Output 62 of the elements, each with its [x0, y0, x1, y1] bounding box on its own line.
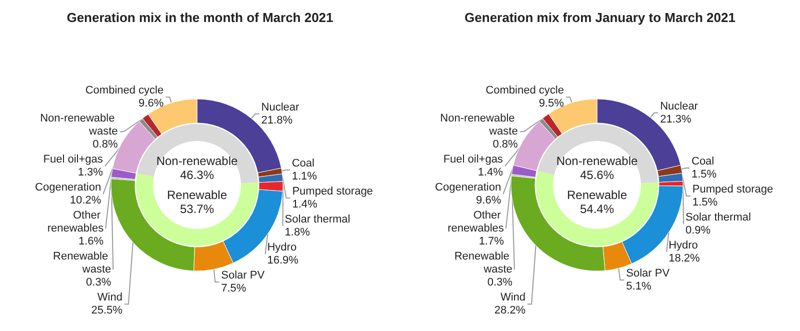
slice-label: Nuclear	[261, 101, 300, 114]
slice-label: Cogeneration	[35, 182, 102, 194]
slice-label: Renewable	[566, 188, 628, 202]
chart-title: Generation mix in the month of March 2021	[66, 10, 334, 25]
slice-label: Solar thermal	[284, 214, 350, 226]
slice-label: Renewable waste	[454, 250, 512, 276]
slice-label: Solar PV	[626, 268, 670, 280]
slice-label: Non-renewable	[556, 154, 638, 168]
data-label: 21.3%	[660, 113, 692, 126]
data-label: 54.4%	[580, 202, 614, 216]
data-label: 21.8%	[261, 114, 293, 126]
slice-label: Renewable	[166, 188, 228, 202]
data-label: 1.6%	[78, 236, 104, 248]
slice-label: Combined cycle	[85, 84, 164, 97]
slice-label: Hydro	[267, 242, 297, 254]
slice-label: Combined cycle	[486, 84, 564, 97]
data-label: 1.8%	[284, 226, 310, 239]
slice-label: Solar PV	[221, 270, 266, 282]
data-label: 9.5%	[538, 98, 564, 110]
slice-label: Non-renewable	[156, 154, 238, 168]
data-label: 1.4%	[292, 198, 318, 211]
data-label: 18.2%	[668, 252, 700, 265]
data-label: 1.3%	[78, 166, 104, 179]
data-label: 0.9%	[686, 224, 711, 237]
slice-label: Wind	[97, 292, 122, 304]
slice-label: Non-renewable waste	[40, 112, 118, 138]
data-label: 7.5%	[221, 282, 246, 295]
slice-label: Other renewables	[47, 210, 104, 235]
data-label: 9.6%	[138, 98, 164, 110]
slice-label: Renewable waste	[53, 250, 112, 276]
slice-label: Nuclear	[660, 100, 698, 112]
slice-label: Hydro	[668, 240, 698, 252]
slice-label: Cogeneration	[435, 182, 502, 194]
slice-label: Fuel oil+gas	[443, 154, 504, 166]
data-label: 9.6%	[476, 194, 502, 207]
data-label: 1.5%	[692, 196, 718, 209]
data-label: 46.3%	[180, 168, 214, 182]
data-label: 1.5%	[691, 168, 717, 181]
slice-label: Wind	[500, 292, 526, 304]
data-label: 0.3%	[487, 276, 513, 289]
data-label: 28.2%	[494, 304, 526, 317]
data-label: 45.6%	[580, 168, 614, 182]
slice-label: Pumped storage	[692, 184, 774, 196]
slice-label: Pumped storage	[292, 186, 373, 198]
slice-label: Other renewables	[448, 210, 504, 235]
slice-label: Coal	[691, 156, 714, 168]
data-label: 53.7%	[180, 202, 214, 216]
data-label: 25.5%	[91, 304, 123, 317]
data-label: 1.7%	[478, 236, 504, 248]
data-label: 0.3%	[86, 276, 112, 289]
data-label: 1.4%	[478, 166, 504, 179]
data-label: 1.1%	[292, 170, 318, 183]
data-label: 5.1%	[626, 280, 652, 293]
slice-label: Coal	[292, 158, 314, 170]
slice-label: Solar thermal	[686, 212, 751, 224]
chart-title: Generation mix from January to March 2021	[464, 10, 736, 25]
data-label: 16.9%	[267, 254, 299, 267]
data-label: 0.8%	[92, 138, 118, 151]
slice-label: Non-renewable waste	[440, 112, 518, 138]
data-label: 10.2%	[70, 194, 102, 207]
data-label: 0.8%	[492, 138, 518, 151]
slice-label: Fuel oil+gas	[43, 154, 104, 166]
